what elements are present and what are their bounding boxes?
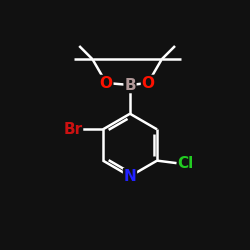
Text: Br: Br: [63, 122, 82, 137]
Text: O: O: [100, 76, 113, 90]
Text: N: N: [124, 169, 136, 184]
Text: B: B: [124, 78, 136, 92]
Text: Cl: Cl: [178, 156, 194, 171]
Text: O: O: [142, 76, 154, 90]
